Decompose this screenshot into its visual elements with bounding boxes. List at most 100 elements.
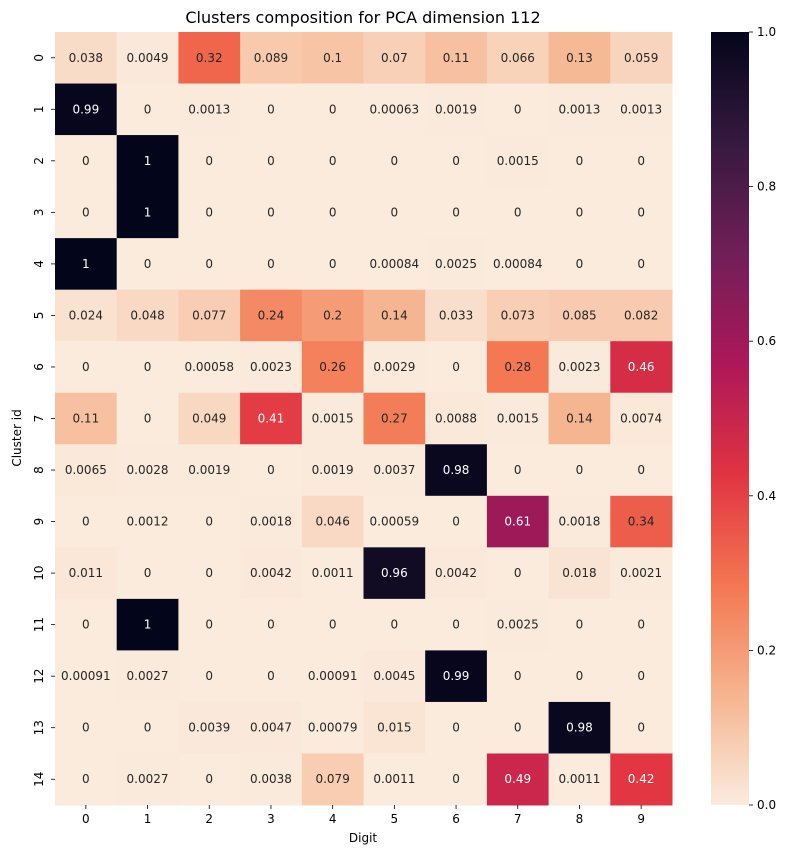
heatmap-cell [486, 392, 550, 445]
cell-value-label: 0.00058 [184, 360, 234, 374]
cell-value-label: 0 [514, 463, 522, 477]
heatmap-cell [425, 186, 488, 239]
heatmap-cell [548, 547, 611, 600]
heatmap-cell [240, 495, 303, 548]
heatmap-cell [178, 392, 241, 445]
heatmap-cell [486, 598, 550, 651]
cell-value-label: 0.99 [72, 102, 99, 116]
heatmap-cell [178, 32, 241, 85]
heatmap-cell [548, 701, 611, 754]
heatmap-cell [116, 83, 179, 136]
cell-value-label: 0.0049 [127, 51, 169, 65]
heatmap-cell [240, 83, 303, 136]
cell-value-label: 0 [144, 360, 152, 374]
heatmap-cell [548, 444, 611, 497]
heatmap-cell [301, 547, 364, 600]
y-tick-label: 0 [32, 54, 46, 62]
cell-value-label: 0 [267, 102, 275, 116]
heatmap-cell [425, 135, 488, 188]
heatmap-cell [240, 135, 303, 188]
heatmap-cell [548, 289, 611, 342]
heatmap-cell [363, 186, 426, 239]
cell-value-label: 0 [391, 205, 399, 219]
y-tick-label: 1 [32, 105, 46, 113]
heatmap-cell [486, 444, 550, 497]
heatmap-cell [486, 495, 550, 548]
heatmap-cell [178, 495, 241, 548]
cell-value-label: 1 [144, 618, 152, 632]
cell-value-label: 0 [82, 360, 90, 374]
y-tick-label: 8 [32, 466, 46, 474]
cell-value-label: 0.34 [628, 515, 655, 529]
heatmap-cell [610, 495, 673, 548]
cell-value-label: 0.1 [323, 51, 342, 65]
cell-value-label: 0.018 [562, 566, 596, 580]
heatmap-cell [610, 650, 673, 703]
cell-value-label: 0.011 [69, 566, 103, 580]
cell-value-label: 0.14 [381, 308, 408, 322]
heatmap-cell [178, 753, 241, 806]
heatmap-cell [425, 238, 488, 291]
heatmap-cell [55, 650, 118, 703]
heatmap-cell [425, 753, 488, 806]
heatmap-cell [301, 598, 364, 651]
cell-value-label: 0 [576, 257, 584, 271]
cell-value-label: 0.0011 [558, 772, 600, 786]
heatmap-cell [425, 701, 488, 754]
x-axis-label: Digit [349, 831, 378, 845]
heatmap-cell [486, 83, 550, 136]
heatmap-cell [116, 547, 179, 600]
cell-value-label: 0.0027 [127, 772, 169, 786]
cell-value-label: 0.11 [72, 412, 99, 426]
cell-value-label: 0.077 [192, 308, 226, 322]
cell-value-label: 0.00084 [493, 257, 543, 271]
cell-value-label: 0.24 [258, 308, 285, 322]
cell-value-label: 0 [329, 618, 337, 632]
colorbar-tick-label: 0.8 [757, 180, 776, 194]
cell-value-label: 0 [576, 205, 584, 219]
cell-value-label: 0 [452, 721, 460, 735]
cell-value-label: 0 [637, 205, 645, 219]
cell-value-label: 0 [82, 154, 90, 168]
cell-value-label: 0 [267, 669, 275, 683]
cell-value-label: 1 [144, 205, 152, 219]
cell-value-label: 0.0019 [435, 102, 477, 116]
cell-value-label: 0.0027 [127, 669, 169, 683]
cell-value-label: 0 [82, 205, 90, 219]
heatmap-cell [425, 547, 488, 600]
heatmap-cell [55, 341, 118, 394]
cell-value-label: 0 [391, 154, 399, 168]
cell-value-label: 0.07 [381, 51, 408, 65]
heatmap-cell [548, 650, 611, 703]
cell-value-label: 0 [144, 566, 152, 580]
cell-value-label: 0.32 [196, 51, 223, 65]
heatmap-cell [425, 392, 488, 445]
cell-value-label: 1 [144, 154, 152, 168]
heatmap-cell [486, 547, 550, 600]
cell-value-label: 0 [514, 721, 522, 735]
cell-value-label: 0.0013 [620, 102, 662, 116]
heatmap-cell [55, 289, 118, 342]
cell-value-label: 0 [637, 257, 645, 271]
cell-value-label: 0.98 [443, 463, 470, 477]
heatmap-cell [610, 238, 673, 291]
cell-value-label: 0.0018 [558, 515, 600, 529]
cell-value-label: 0.14 [566, 412, 593, 426]
heatmap-cell [116, 444, 179, 497]
cell-value-label: 0.0039 [188, 721, 230, 735]
heatmap-cell [178, 341, 241, 394]
cell-value-label: 0.0037 [373, 463, 415, 477]
y-tick-label: 2 [32, 157, 46, 165]
heatmap-cell [116, 650, 179, 703]
x-tick-label: 5 [391, 812, 399, 826]
cell-value-label: 0.079 [315, 772, 349, 786]
cell-value-label: 0 [205, 515, 213, 529]
cell-value-label: 0 [205, 669, 213, 683]
cell-value-label: 0.0023 [558, 360, 600, 374]
x-tick-label: 7 [514, 812, 522, 826]
colorbar-tick-label: 0.2 [757, 643, 776, 657]
heatmap-cell [116, 238, 179, 291]
cell-value-label: 0.41 [258, 412, 285, 426]
heatmap-cell [610, 135, 673, 188]
